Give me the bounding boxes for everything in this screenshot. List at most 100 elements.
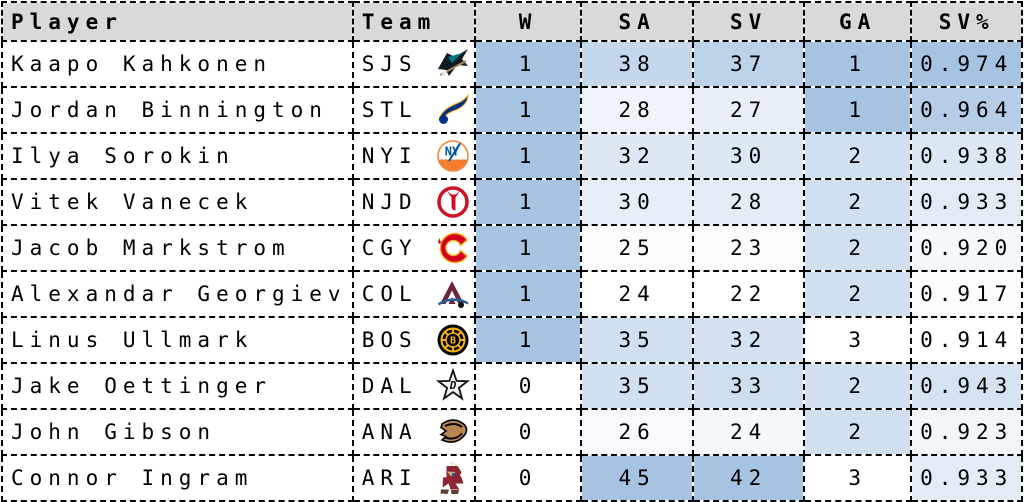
sjs-sharks-logo-icon [435, 46, 471, 82]
team-cell: SJS [351, 40, 477, 88]
player-name-cell: Jake Oettinger [1, 362, 354, 410]
stat-cell-w: 1 [474, 270, 582, 318]
stat-cell-sv: 28 [692, 178, 805, 226]
stat-cell-sv_pct: 0.920 [910, 224, 1023, 272]
stat-cell-sv_pct: 0.923 [910, 408, 1023, 456]
table-row: Kaapo Kahkonen SJS 1 38 37 1 0.974 [1, 40, 1023, 88]
stat-cell-w: 1 [474, 132, 582, 180]
col-header-player: Player [1, 1, 354, 42]
table-row: Jake Oettinger DAL D 0 35 33 2 0.943 [1, 362, 1023, 410]
stat-cell-sa: 38 [579, 40, 695, 88]
stat-cell-sv_pct: 0.933 [910, 178, 1023, 226]
table-row: Jacob Markstrom CGY 1 25 23 2 0.920 [1, 224, 1023, 272]
stat-cell-ga: 2 [802, 224, 913, 272]
team-code: NYI [361, 144, 418, 168]
col-header-ga: GA [802, 1, 913, 42]
team-cell: COL [351, 270, 477, 318]
team-cell: NYI NY [351, 132, 477, 180]
player-name-cell: Jacob Markstrom [1, 224, 354, 272]
stat-cell-sv: 22 [692, 270, 805, 318]
team-code: CGY [361, 236, 418, 260]
header-row: Player Team W SA SV GA SV% [1, 1, 1023, 42]
stat-cell-sv: 27 [692, 86, 805, 134]
team-code: DAL [361, 374, 418, 398]
table-row: John Gibson ANA 0 26 24 2 0.923 [1, 408, 1023, 456]
player-name-cell: Connor Ingram [1, 454, 354, 502]
svg-text:NY: NY [445, 145, 460, 159]
table-row: Alexandar Georgiev COL 1 24 22 2 0.917 [1, 270, 1023, 318]
stat-cell-sv_pct: 0.974 [910, 40, 1023, 88]
team-code: ANA [361, 420, 418, 444]
team-code: BOS [361, 328, 418, 352]
stat-cell-sa: 25 [579, 224, 695, 272]
stat-cell-ga: 2 [802, 362, 913, 410]
ari-coyotes-logo-icon [435, 460, 471, 496]
stat-cell-sv_pct: 0.917 [910, 270, 1023, 318]
col-header-sa: SA [579, 1, 695, 42]
bos-bruins-logo-icon: B [435, 322, 471, 358]
col-header-sv_pct: SV% [910, 1, 1023, 42]
stat-cell-ga: 2 [802, 178, 913, 226]
dal-stars-logo-icon: D [435, 368, 471, 404]
stat-cell-sv: 37 [692, 40, 805, 88]
svg-text:B: B [450, 336, 456, 347]
team-code: ARI [361, 466, 418, 490]
stat-cell-sv: 42 [692, 454, 805, 502]
stat-cell-w: 0 [474, 454, 582, 502]
col-header-team: Team [351, 1, 477, 42]
stat-cell-sv: 32 [692, 316, 805, 364]
stat-cell-sa: 24 [579, 270, 695, 318]
stat-cell-sa: 28 [579, 86, 695, 134]
cgy-flames-logo-icon [435, 230, 471, 266]
table-row: Linus Ullmark BOS B 1 35 32 3 0.914 [1, 316, 1023, 364]
stat-cell-sv: 23 [692, 224, 805, 272]
team-code: COL [361, 282, 418, 306]
stat-cell-ga: 3 [802, 454, 913, 502]
col-header-sv: SV [692, 1, 805, 42]
team-cell: ARI [351, 454, 477, 502]
stat-cell-ga: 2 [802, 270, 913, 318]
table-row: Jordan Binnington STL 1 28 27 1 0.964 [1, 86, 1023, 134]
stat-cell-w: 0 [474, 362, 582, 410]
col-avalanche-logo-icon [435, 276, 471, 312]
stat-cell-w: 1 [474, 316, 582, 364]
stat-cell-ga: 1 [802, 86, 913, 134]
stat-cell-ga: 1 [802, 40, 913, 88]
stat-cell-w: 1 [474, 40, 582, 88]
stat-cell-w: 1 [474, 86, 582, 134]
stat-cell-w: 0 [474, 408, 582, 456]
player-name-cell: John Gibson [1, 408, 354, 456]
player-name-cell: Ilya Sorokin [1, 132, 354, 180]
stat-cell-sv: 24 [692, 408, 805, 456]
table-row: Ilya Sorokin NYI NY 1 32 30 2 0.938 [1, 132, 1023, 180]
stat-cell-sa: 35 [579, 362, 695, 410]
ana-ducks-logo-icon [435, 414, 471, 450]
stat-cell-sv: 33 [692, 362, 805, 410]
team-cell: NJD [351, 178, 477, 226]
team-cell: DAL D [351, 362, 477, 410]
stat-cell-sa: 30 [579, 178, 695, 226]
table-row: Vitek Vanecek NJD 1 30 28 2 0.933 [1, 178, 1023, 226]
nyi-islanders-logo-icon: NY [435, 138, 471, 174]
stat-cell-sv_pct: 0.933 [910, 454, 1023, 502]
col-header-w: W [474, 1, 582, 42]
team-code: NJD [361, 190, 418, 214]
stat-cell-sv_pct: 0.964 [910, 86, 1023, 134]
svg-text:D: D [449, 379, 457, 392]
table-row: Connor Ingram ARI 0 45 42 3 0.933 [1, 454, 1023, 502]
team-code: STL [361, 98, 418, 122]
stat-cell-w: 1 [474, 224, 582, 272]
stat-cell-sv_pct: 0.914 [910, 316, 1023, 364]
stat-cell-sv: 30 [692, 132, 805, 180]
stat-cell-w: 1 [474, 178, 582, 226]
player-name-cell: Linus Ullmark [1, 316, 354, 364]
njd-devils-logo-icon [435, 184, 471, 220]
player-name-cell: Kaapo Kahkonen [1, 40, 354, 88]
team-cell: ANA [351, 408, 477, 456]
stat-cell-sa: 26 [579, 408, 695, 456]
stat-cell-ga: 2 [802, 408, 913, 456]
team-cell: BOS B [351, 316, 477, 364]
team-cell: CGY [351, 224, 477, 272]
stat-cell-ga: 2 [802, 132, 913, 180]
